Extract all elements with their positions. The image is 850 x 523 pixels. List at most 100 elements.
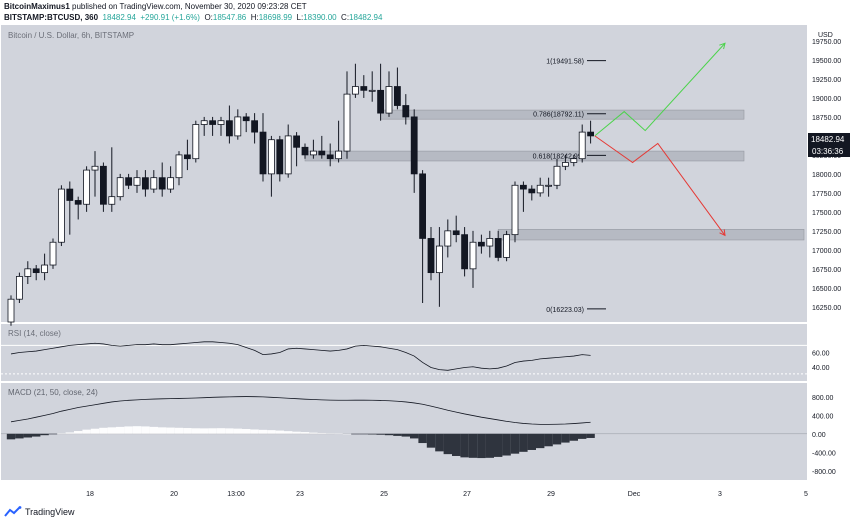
macd-title: MACD (21, 50, close, 24): [8, 388, 98, 397]
candle-body: [419, 173, 427, 239]
macd-histogram-bar: [561, 433, 570, 443]
price-tick-label: 17750.00: [812, 191, 841, 198]
macd-histogram-bar: [536, 433, 545, 449]
macd-histogram-bar: [191, 428, 200, 434]
macd-histogram-bar: [368, 433, 377, 435]
candle-body: [100, 165, 107, 205]
candle-body: [335, 150, 343, 160]
rsi-tick-label: 40.00: [812, 365, 830, 372]
author-name[interactable]: BitcoinMaximus1: [4, 2, 70, 11]
symbol: BITSTAMP:BTCUSD, 360: [4, 13, 99, 22]
tradingview-brand[interactable]: TradingView: [25, 506, 75, 517]
rsi-layer: [1, 341, 807, 375]
candle-body: [293, 135, 301, 148]
macd-histogram-bar: [502, 433, 511, 456]
macd-histogram-bar: [342, 433, 352, 435]
macd-tick-label: -400.00: [812, 450, 836, 457]
chart-area[interactable]: 1(19491.58) 0.786(18792.11) 0.618(18242.99…: [0, 25, 850, 501]
candle-body: [66, 188, 74, 201]
macd-histogram-bar: [258, 429, 268, 434]
macd-tick-label: 0.00: [812, 432, 826, 439]
price-axis[interactable]: 16250.00 16500.00 16750.00 17000.00 17250.00…: [812, 39, 841, 476]
close-value: 18482.94: [349, 13, 383, 22]
candle-body: [486, 238, 494, 247]
price-tick-label: 16750.00: [812, 267, 841, 274]
publish-info: published on TradingView.com, November 3…: [72, 2, 307, 11]
price-pane-bg: [1, 25, 807, 322]
time-axis[interactable]: 18 20 13:00 23 25 27 29 Dec 3 5: [86, 491, 808, 498]
macd-histogram-bar: [494, 433, 503, 457]
high-value: 18698.99: [258, 13, 293, 22]
macd-histogram-bar: [48, 433, 58, 435]
candle-body: [15, 276, 23, 300]
candle-body: [309, 150, 317, 156]
macd-histogram-bar: [284, 431, 293, 434]
candle-body: [217, 120, 225, 125]
candle-body: [528, 188, 536, 194]
fib-level-label: 1(19491.58): [546, 59, 584, 66]
candle-body: [301, 146, 309, 156]
macd-tick-label: 400.00: [812, 413, 834, 420]
price-tick-label: 18000.00: [812, 172, 841, 179]
macd-tick-label: -800.00: [812, 469, 836, 476]
candle-body: [167, 177, 175, 190]
macd-histogram-bar: [90, 428, 100, 434]
candle-body: [200, 120, 208, 125]
price-tick-label: 17000.00: [812, 248, 841, 255]
macd-histogram-bar: [250, 429, 259, 434]
price-tick-label: 17250.00: [812, 229, 841, 236]
macd-histogram-bar: [300, 432, 310, 434]
price-tick-label: 16250.00: [812, 305, 841, 312]
macd-histogram-bar: [334, 433, 343, 435]
candle-body: [444, 230, 452, 247]
green-projection-arrowhead: [719, 42, 726, 50]
macd-layer: [1, 396, 807, 459]
candle-body: [267, 139, 275, 175]
fib-level-label: 0.786(18792.11): [533, 112, 584, 119]
candle-body: [58, 188, 65, 243]
candle-body: [192, 124, 200, 160]
time-tick-label: 27: [463, 491, 471, 498]
candle-body: [24, 268, 32, 277]
price-tick-label: 19000.00: [812, 96, 841, 103]
countdown-tag: 03:36:36: [808, 145, 850, 157]
last-price-tag-bg: [808, 133, 850, 145]
macd-histogram-bar: [410, 433, 419, 439]
macd-histogram-bar: [376, 433, 385, 435]
green-projection-path: [594, 42, 726, 137]
candle-body: [377, 89, 385, 114]
candle-body: [108, 196, 116, 205]
time-tick-label: 23: [296, 491, 304, 498]
macd-histogram-bar: [242, 429, 251, 434]
candle-body: [461, 234, 469, 270]
candle-body: [183, 154, 191, 160]
rsi-title: RSI (14, close): [8, 329, 61, 338]
time-tick-label: 3: [718, 491, 722, 498]
currency-label: USD: [818, 32, 833, 39]
candle-body: [469, 241, 477, 270]
macd-line: [10, 396, 591, 425]
macd-histogram-bar: [57, 433, 66, 434]
high-label: H:: [250, 13, 259, 22]
countdown-tag-text: 03:36:36: [812, 147, 844, 156]
red-projection-path: [594, 135, 726, 236]
footer: TradingView: [4, 506, 75, 517]
time-tick-label: 18: [86, 491, 94, 498]
support-resistance-zone: [304, 150, 745, 162]
close-label: C:: [341, 13, 350, 22]
symbol-header: BITSTAMP:BTCUSD, 360 18482.94 +290.91 (+…: [4, 13, 382, 22]
candle-body: [125, 177, 132, 186]
candle-body: [477, 241, 485, 247]
candle-body: [545, 184, 552, 187]
candle-body: [259, 131, 267, 175]
macd-histogram-bar: [468, 433, 478, 458]
macd-histogram-bar: [292, 431, 301, 434]
macd-histogram-bar: [586, 433, 595, 438]
candle-body: [343, 93, 351, 152]
macd-histogram-bar: [208, 428, 217, 434]
macd-histogram-bar: [309, 432, 318, 434]
rsi-line: [10, 341, 591, 371]
candle-body: [225, 120, 233, 137]
macd-histogram-bar: [418, 433, 427, 444]
macd-histogram-bar: [435, 433, 444, 452]
